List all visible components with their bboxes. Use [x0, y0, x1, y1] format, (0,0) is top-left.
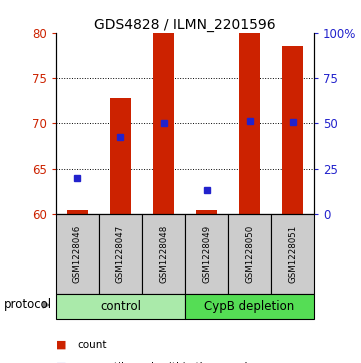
Text: ■: ■	[56, 340, 66, 350]
Bar	[282, 46, 303, 214]
FancyBboxPatch shape	[271, 214, 314, 294]
Title: GDS4828 / ILMN_2201596: GDS4828 / ILMN_2201596	[94, 18, 276, 32]
Text: ■: ■	[56, 362, 66, 363]
FancyBboxPatch shape	[228, 214, 271, 294]
Bar	[239, 33, 260, 214]
Bar	[110, 98, 131, 214]
Bar	[153, 33, 174, 214]
Text: percentile rank within the sample: percentile rank within the sample	[78, 362, 253, 363]
Bar	[196, 209, 217, 214]
Text: protocol: protocol	[4, 298, 52, 311]
Text: GSM1228048: GSM1228048	[159, 225, 168, 283]
FancyBboxPatch shape	[185, 214, 228, 294]
FancyBboxPatch shape	[142, 214, 185, 294]
FancyBboxPatch shape	[56, 214, 99, 294]
FancyBboxPatch shape	[185, 294, 314, 319]
Text: control: control	[100, 300, 141, 313]
Text: GSM1228047: GSM1228047	[116, 225, 125, 283]
Text: count: count	[78, 340, 107, 350]
FancyBboxPatch shape	[99, 214, 142, 294]
Text: CypB depletion: CypB depletion	[204, 300, 295, 313]
Bar	[67, 209, 88, 214]
Text: GSM1228049: GSM1228049	[202, 225, 211, 283]
Text: GSM1228051: GSM1228051	[288, 225, 297, 283]
Text: GSM1228046: GSM1228046	[73, 225, 82, 283]
Text: GSM1228050: GSM1228050	[245, 225, 254, 283]
FancyBboxPatch shape	[56, 294, 185, 319]
